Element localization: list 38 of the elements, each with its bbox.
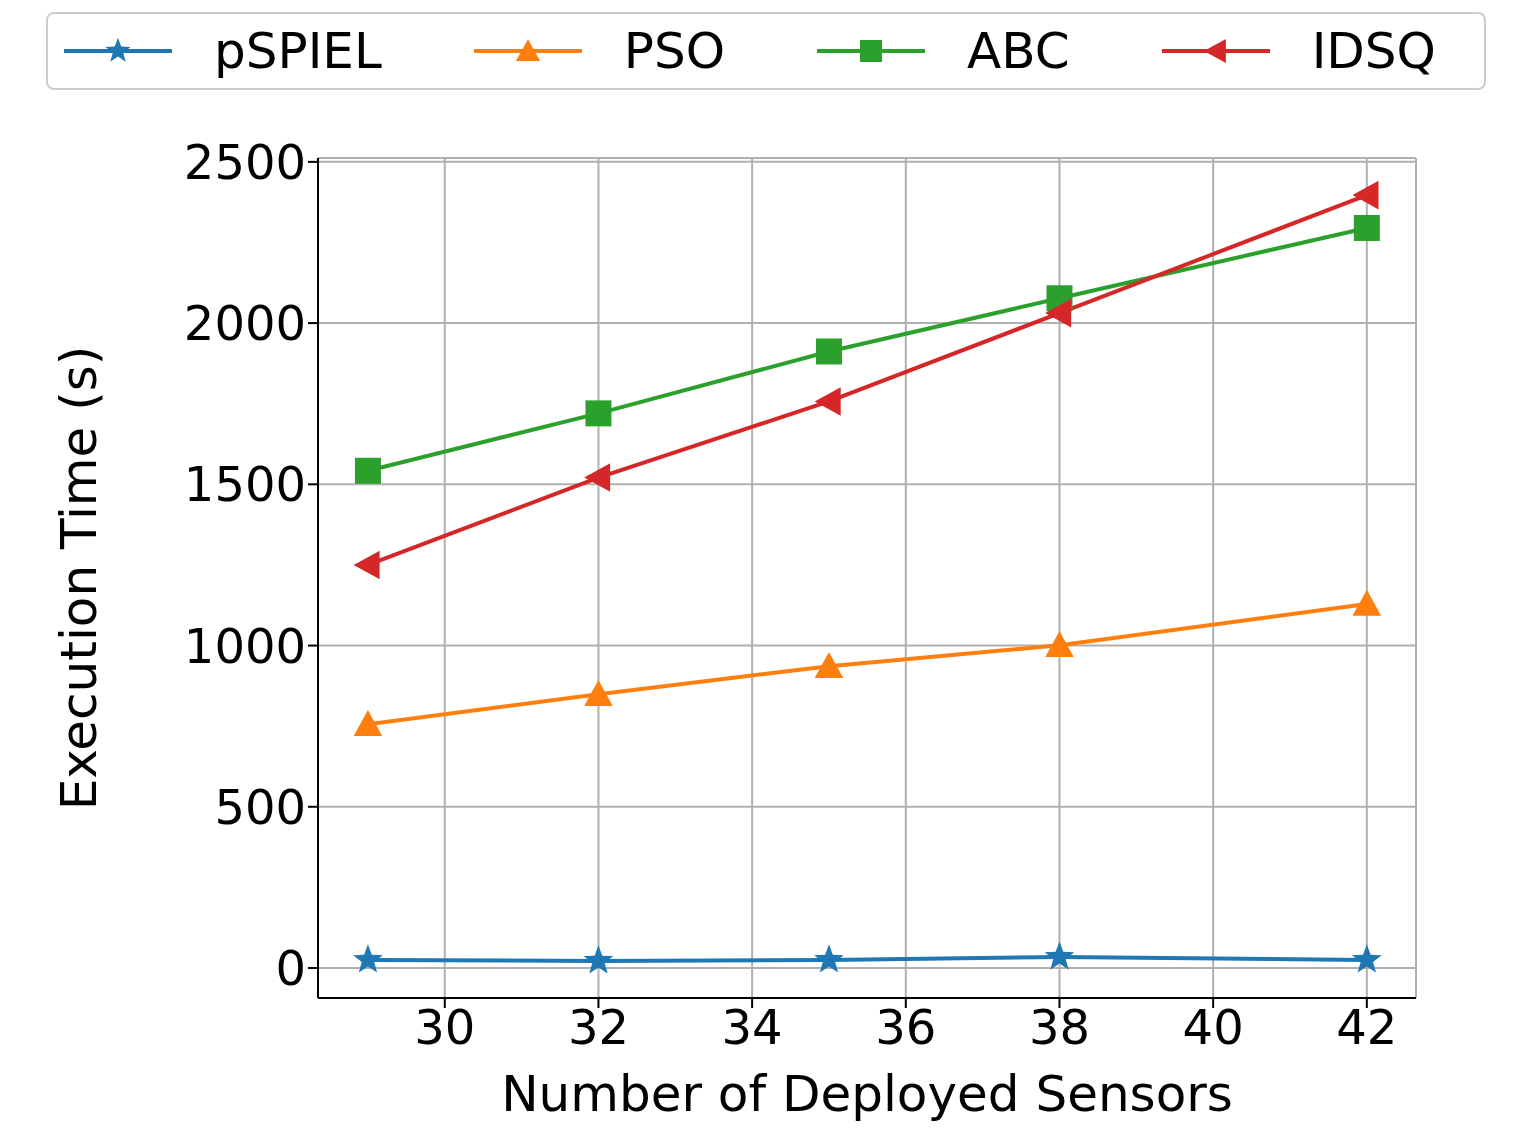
point [584,463,611,492]
y-tick-label: 2500 [183,133,306,190]
point [584,679,613,706]
point [814,651,844,678]
point [354,457,381,484]
point [353,709,383,736]
point [1044,941,1075,970]
x-axis-title: Number of Deployed Sensors [501,1065,1233,1123]
x-tick-label: 38 [1028,999,1091,1056]
point [585,400,612,427]
legend-label: PSO [623,22,726,80]
point [583,945,614,974]
point [1045,298,1072,328]
x-tick-label: 36 [875,999,937,1056]
y-axis-title: Execution Time (s) [49,345,108,811]
legend-label: ABC [967,22,1070,80]
x-tick-label: 32 [567,999,629,1056]
y-tick-label: 1000 [183,617,306,674]
point [1045,630,1074,657]
point [1352,180,1379,210]
y-tick-label: 0 [275,940,306,997]
point [1353,214,1380,241]
x-tick-label: 40 [1182,999,1244,1056]
legend-label: IDSQ [1311,22,1436,80]
legend-label: pSPIEL [214,22,382,80]
y-tick-label: 1500 [183,456,306,513]
point [815,338,842,365]
y-tick-label: 500 [214,778,306,835]
point [814,944,844,973]
point [814,387,841,416]
point [1351,944,1382,973]
x-tick-label: 42 [1336,999,1398,1056]
x-tick-label: 30 [414,999,476,1056]
point [353,944,383,973]
point [1352,589,1382,616]
point [353,550,380,580]
y-tick-label: 2000 [183,295,306,352]
x-tick-label: 34 [721,999,783,1056]
